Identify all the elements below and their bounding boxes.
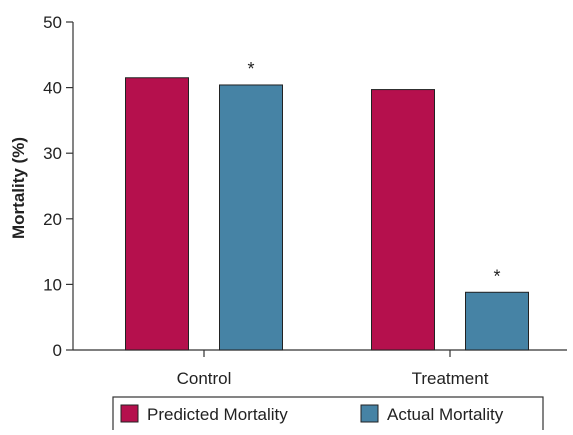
y-tick-label: 10 <box>43 275 62 294</box>
y-tick-label: 0 <box>53 341 62 360</box>
y-tick-label: 30 <box>43 144 62 163</box>
legend-swatch <box>120 404 139 423</box>
bar-actual-mortality-control <box>219 84 283 351</box>
legend-swatch <box>360 404 379 423</box>
significance-marker: * <box>247 59 254 79</box>
bar-predicted-mortality-treatment <box>371 89 435 351</box>
y-tick-label: 20 <box>43 210 62 229</box>
legend-label: Actual Mortality <box>387 405 504 424</box>
plot-area: 0 10 20 30 40 50 * Control * Treatment Predicted M… <box>43 13 567 433</box>
legend-label: Predicted Mortality <box>147 405 288 424</box>
y-tick-label: 40 <box>43 79 62 98</box>
significance-marker: * <box>493 266 500 286</box>
y-tick-label: 50 <box>43 13 62 32</box>
bar-predicted-mortality-control <box>125 77 189 351</box>
x-tick-label: Control <box>177 369 232 388</box>
x-tick-label: Treatment <box>412 369 489 388</box>
y-axis-label: Mortality (%) <box>9 137 28 239</box>
bar-actual-mortality-treatment <box>465 291 529 351</box>
